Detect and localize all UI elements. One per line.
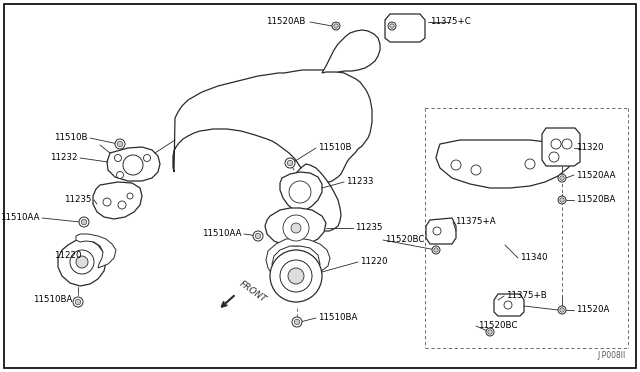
Polygon shape: [494, 294, 524, 316]
Text: 11520AB: 11520AB: [266, 17, 305, 26]
Circle shape: [76, 256, 88, 268]
Text: 11220: 11220: [54, 250, 82, 260]
Circle shape: [115, 139, 125, 149]
Polygon shape: [542, 128, 580, 166]
Circle shape: [551, 139, 561, 149]
Text: 11375+C: 11375+C: [430, 17, 471, 26]
Circle shape: [388, 22, 396, 30]
Circle shape: [73, 297, 83, 307]
Circle shape: [115, 154, 122, 161]
Circle shape: [143, 154, 150, 161]
Circle shape: [525, 159, 535, 169]
Text: 11235: 11235: [355, 224, 383, 232]
Circle shape: [488, 330, 492, 334]
Text: 11375+A: 11375+A: [455, 218, 495, 227]
Text: 11233: 11233: [346, 177, 374, 186]
Polygon shape: [436, 140, 576, 188]
Circle shape: [291, 223, 301, 233]
Text: 11510BA: 11510BA: [33, 295, 72, 305]
Circle shape: [288, 268, 304, 284]
Circle shape: [560, 198, 564, 202]
Text: 11235: 11235: [65, 196, 92, 205]
Text: 11510AA: 11510AA: [1, 214, 40, 222]
Circle shape: [390, 24, 394, 28]
Circle shape: [558, 174, 566, 182]
Text: FRONT: FRONT: [238, 279, 268, 305]
Polygon shape: [426, 218, 456, 244]
Text: 11320: 11320: [576, 144, 604, 153]
Circle shape: [332, 22, 340, 30]
Circle shape: [560, 308, 564, 312]
Circle shape: [253, 231, 263, 241]
Circle shape: [287, 160, 292, 166]
Circle shape: [451, 160, 461, 170]
Text: 11220: 11220: [360, 257, 387, 266]
Polygon shape: [107, 147, 160, 181]
Polygon shape: [173, 70, 372, 183]
Circle shape: [562, 139, 572, 149]
Polygon shape: [385, 14, 425, 42]
Polygon shape: [93, 182, 142, 219]
Text: 11520BA: 11520BA: [576, 196, 616, 205]
Circle shape: [118, 201, 126, 209]
Circle shape: [103, 198, 111, 206]
Circle shape: [560, 176, 564, 180]
Text: 11520BC: 11520BC: [385, 235, 424, 244]
Circle shape: [285, 158, 295, 168]
Circle shape: [294, 319, 300, 325]
Circle shape: [117, 141, 123, 147]
Circle shape: [558, 196, 566, 204]
Text: 11510BA: 11510BA: [318, 314, 357, 323]
Polygon shape: [58, 238, 106, 286]
Text: J P008II: J P008II: [598, 351, 626, 360]
Text: 11520A: 11520A: [576, 305, 609, 314]
Text: 11232: 11232: [51, 154, 78, 163]
Text: 11510AA: 11510AA: [202, 230, 242, 238]
Circle shape: [255, 233, 260, 239]
Polygon shape: [322, 30, 380, 73]
Circle shape: [504, 301, 512, 309]
Circle shape: [116, 171, 124, 179]
Circle shape: [76, 299, 81, 305]
Circle shape: [81, 219, 87, 225]
Polygon shape: [266, 238, 330, 278]
Circle shape: [334, 24, 338, 28]
Circle shape: [432, 246, 440, 254]
Circle shape: [292, 317, 302, 327]
Circle shape: [123, 155, 143, 175]
Circle shape: [289, 181, 311, 203]
Text: 11510B: 11510B: [318, 144, 351, 153]
Circle shape: [280, 260, 312, 292]
Circle shape: [434, 248, 438, 252]
Circle shape: [558, 306, 566, 314]
Circle shape: [70, 250, 94, 274]
Polygon shape: [280, 172, 322, 212]
Polygon shape: [76, 234, 116, 268]
Circle shape: [79, 217, 89, 227]
Text: 11520AA: 11520AA: [576, 170, 616, 180]
Text: 11340: 11340: [520, 253, 547, 263]
Circle shape: [471, 165, 481, 175]
Polygon shape: [265, 208, 326, 246]
Circle shape: [127, 193, 133, 199]
Circle shape: [270, 250, 322, 302]
Circle shape: [549, 152, 559, 162]
Polygon shape: [293, 164, 341, 231]
Circle shape: [486, 328, 494, 336]
Circle shape: [433, 227, 441, 235]
Text: 11375+B: 11375+B: [506, 292, 547, 301]
Text: 11510B: 11510B: [54, 134, 88, 142]
Text: 11520BC: 11520BC: [478, 321, 517, 330]
Circle shape: [283, 215, 309, 241]
